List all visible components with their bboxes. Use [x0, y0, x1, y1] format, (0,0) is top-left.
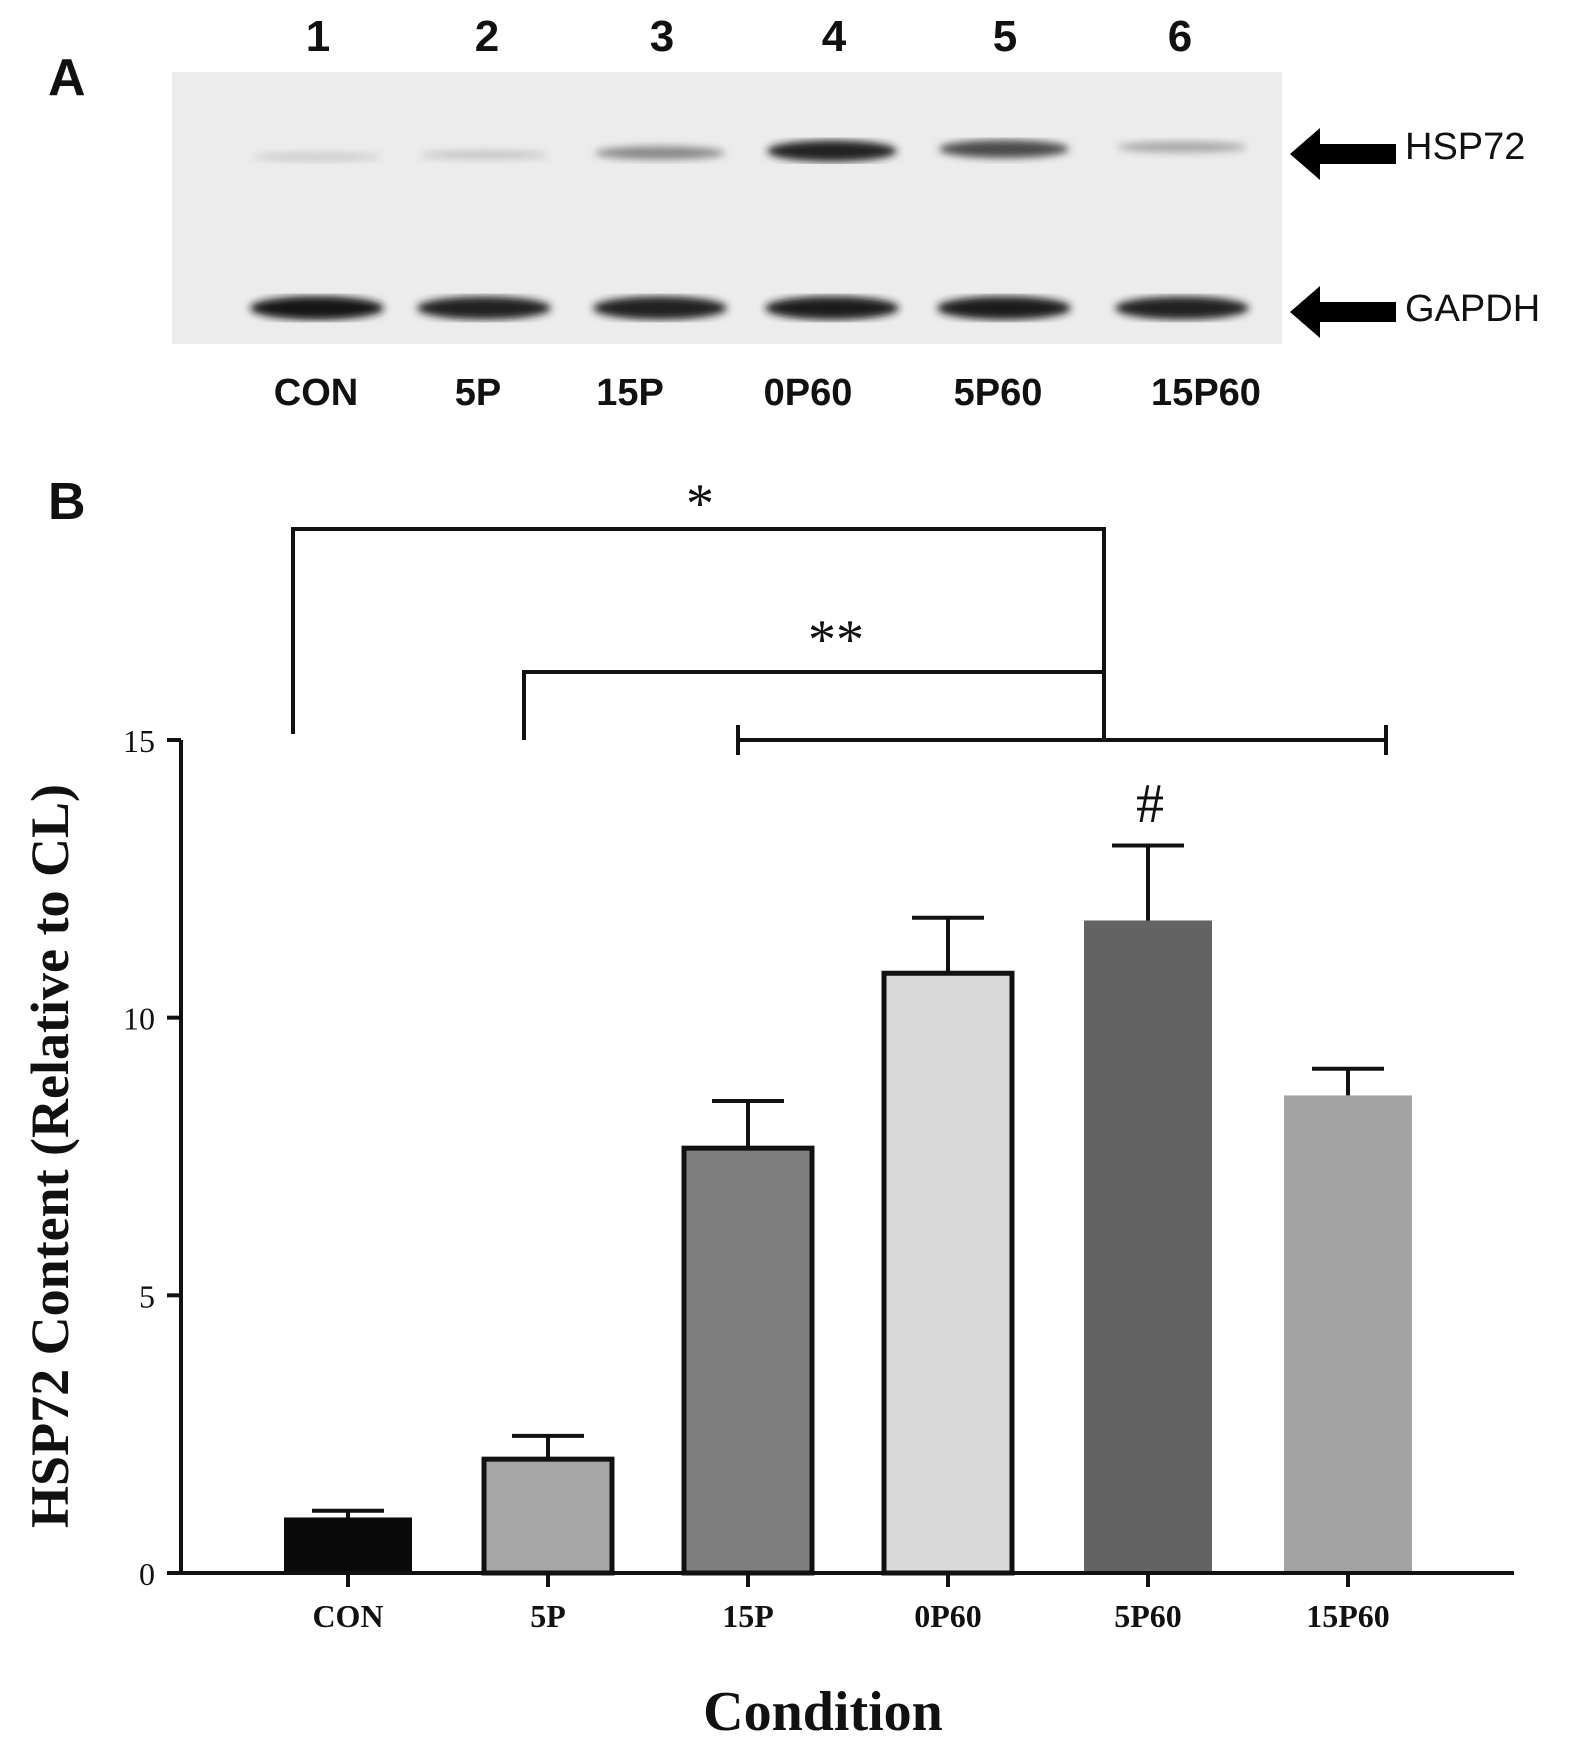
hsp72-band	[252, 153, 382, 161]
bar-con	[284, 1517, 412, 1573]
panel-b-letter: B	[48, 473, 86, 531]
x-axis-title: Condition	[703, 1681, 943, 1742]
gapdh-band	[1115, 296, 1249, 320]
y-tick-label: 15	[123, 723, 155, 759]
x-tick-label: 5P60	[1114, 1598, 1182, 1634]
bar-15p	[681, 1145, 815, 1576]
gapdh-arrow	[1290, 286, 1396, 338]
panel-a-letter: A	[48, 49, 86, 107]
gapdh-band	[937, 296, 1071, 320]
significance-brackets	[291, 527, 1388, 755]
bar-15p60	[1284, 1095, 1412, 1573]
y-tick-label: 5	[139, 1278, 155, 1314]
bar-chart: * ** # 0 5 10 15 CON 5P 15P 0P60 5P60 15P60 Cond…	[20, 473, 1514, 1742]
lane-number: 6	[1167, 12, 1193, 61]
bracket-star	[291, 527, 1106, 740]
y-tick-label: 0	[139, 1556, 155, 1592]
hsp72-band	[767, 140, 897, 162]
western-blot	[172, 72, 1282, 344]
lane-number: 4	[821, 12, 847, 61]
lane-condition-label: CON	[273, 372, 359, 414]
annotation-hash: #	[1136, 773, 1164, 835]
hsp72-band	[595, 146, 725, 160]
x-tick-label: 5P	[530, 1598, 566, 1634]
hsp72-band	[1117, 141, 1247, 153]
gapdh-label: GAPDH	[1405, 288, 1541, 330]
gapdh-band	[250, 296, 384, 320]
bar-0p60	[881, 970, 1015, 1576]
x-tick-label: 0P60	[914, 1598, 982, 1634]
bar-5p60	[1084, 920, 1212, 1573]
bracket-double-star	[522, 670, 1106, 740]
x-tick-label: CON	[312, 1598, 383, 1634]
lane-number: 3	[649, 12, 675, 61]
y-axis-title: HSP72 Content (Relative to CL)	[20, 784, 80, 1528]
x-tick-label: 15P	[722, 1598, 774, 1634]
gapdh-band	[593, 296, 727, 320]
gapdh-band	[765, 296, 899, 320]
lane-number: 5	[992, 12, 1018, 61]
y-tick-label: 10	[123, 1001, 155, 1037]
lane-condition-label: 0P60	[763, 372, 853, 414]
x-tick-label: 15P60	[1306, 1598, 1390, 1634]
lane-condition-label: 15P60	[1151, 372, 1261, 414]
bar-5p	[481, 1456, 615, 1576]
lane-condition-label: 5P60	[953, 372, 1043, 414]
lane-number: 1	[305, 12, 331, 61]
hsp72-band	[939, 140, 1069, 158]
lane-condition-label: 15P	[596, 372, 664, 414]
hsp72-band	[419, 150, 549, 160]
lane-condition-label: 5P	[454, 372, 502, 414]
lane-number: 2	[474, 12, 500, 61]
annotation-star: *	[686, 473, 714, 535]
gapdh-band	[417, 296, 551, 320]
hsp72-label: HSP72	[1405, 126, 1526, 168]
hsp72-arrow	[1290, 128, 1396, 180]
annotation-double-star: **	[808, 609, 864, 671]
